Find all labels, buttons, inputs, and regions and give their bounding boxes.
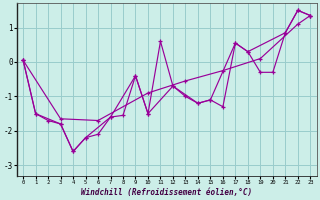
X-axis label: Windchill (Refroidissement éolien,°C): Windchill (Refroidissement éolien,°C) xyxy=(81,188,252,197)
